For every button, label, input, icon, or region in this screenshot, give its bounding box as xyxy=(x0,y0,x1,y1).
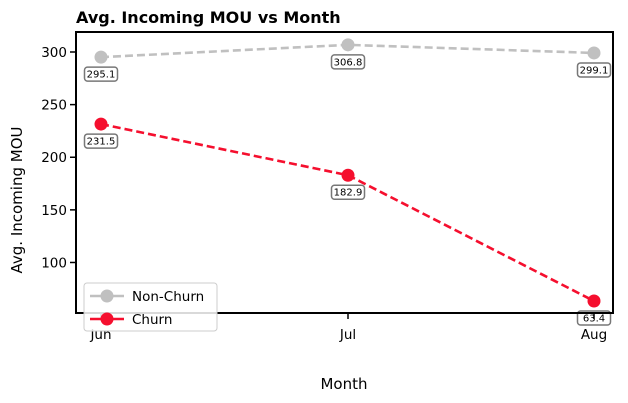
y-axis-label: Avg. Incoming MOU xyxy=(8,127,26,274)
data-label-box xyxy=(83,66,119,82)
legend-item-churn: Churn xyxy=(90,312,172,328)
legend-item-non-churn: Non-Churn xyxy=(90,289,204,305)
y-tick-label: 100 xyxy=(41,255,67,271)
data-label-text: 63.4 xyxy=(583,314,605,325)
data-label-box xyxy=(330,184,366,200)
data-label-text: 306.8 xyxy=(334,57,363,68)
y-tick-label: 300 xyxy=(41,45,67,61)
chart-title: Avg. Incoming MOU vs Month xyxy=(76,8,341,27)
legend-label: Non-Churn xyxy=(132,289,204,305)
data-label-text: 231.5 xyxy=(87,137,116,148)
plot-area: 295.1 306.8 299.1 231.5 182.9 63.4 xyxy=(83,38,612,326)
churn-series-line xyxy=(100,122,595,303)
non-churn-data-point xyxy=(587,46,601,60)
churn-data-label: 231.5 xyxy=(83,133,119,149)
non-churn-data-point xyxy=(341,38,355,52)
data-label-text: 182.9 xyxy=(334,188,363,199)
y-tick-label: 150 xyxy=(41,203,67,219)
non-churn-data-label: 299.1 xyxy=(576,62,612,78)
x-tick-label: Jul xyxy=(339,327,356,343)
legend-label: Churn xyxy=(132,312,172,328)
non-churn-data-point xyxy=(94,50,108,64)
data-label-box xyxy=(330,54,366,70)
x-axis-label: Month xyxy=(320,375,367,393)
data-label-box xyxy=(83,133,119,149)
y-tick-label: 200 xyxy=(41,150,67,166)
legend-marker xyxy=(100,289,114,303)
churn-data-point xyxy=(94,117,108,131)
y-axis-ticks: 100 150 200 250 300 xyxy=(41,45,76,271)
x-tick-label: Aug xyxy=(581,327,607,343)
plot-frame xyxy=(75,31,614,314)
legend: Non-Churn Churn xyxy=(83,282,218,332)
legend-marker xyxy=(100,312,114,326)
non-churn-data-label: 295.1 xyxy=(83,66,119,82)
churn-data-point xyxy=(341,168,355,182)
y-tick-label: 250 xyxy=(41,98,67,114)
churn-data-point xyxy=(587,294,601,308)
non-churn-data-label: 306.8 xyxy=(330,54,366,70)
churn-data-label: 182.9 xyxy=(330,184,366,200)
data-label-text: 299.1 xyxy=(580,65,609,76)
data-label-box xyxy=(576,62,612,78)
data-label-text: 295.1 xyxy=(87,70,116,81)
